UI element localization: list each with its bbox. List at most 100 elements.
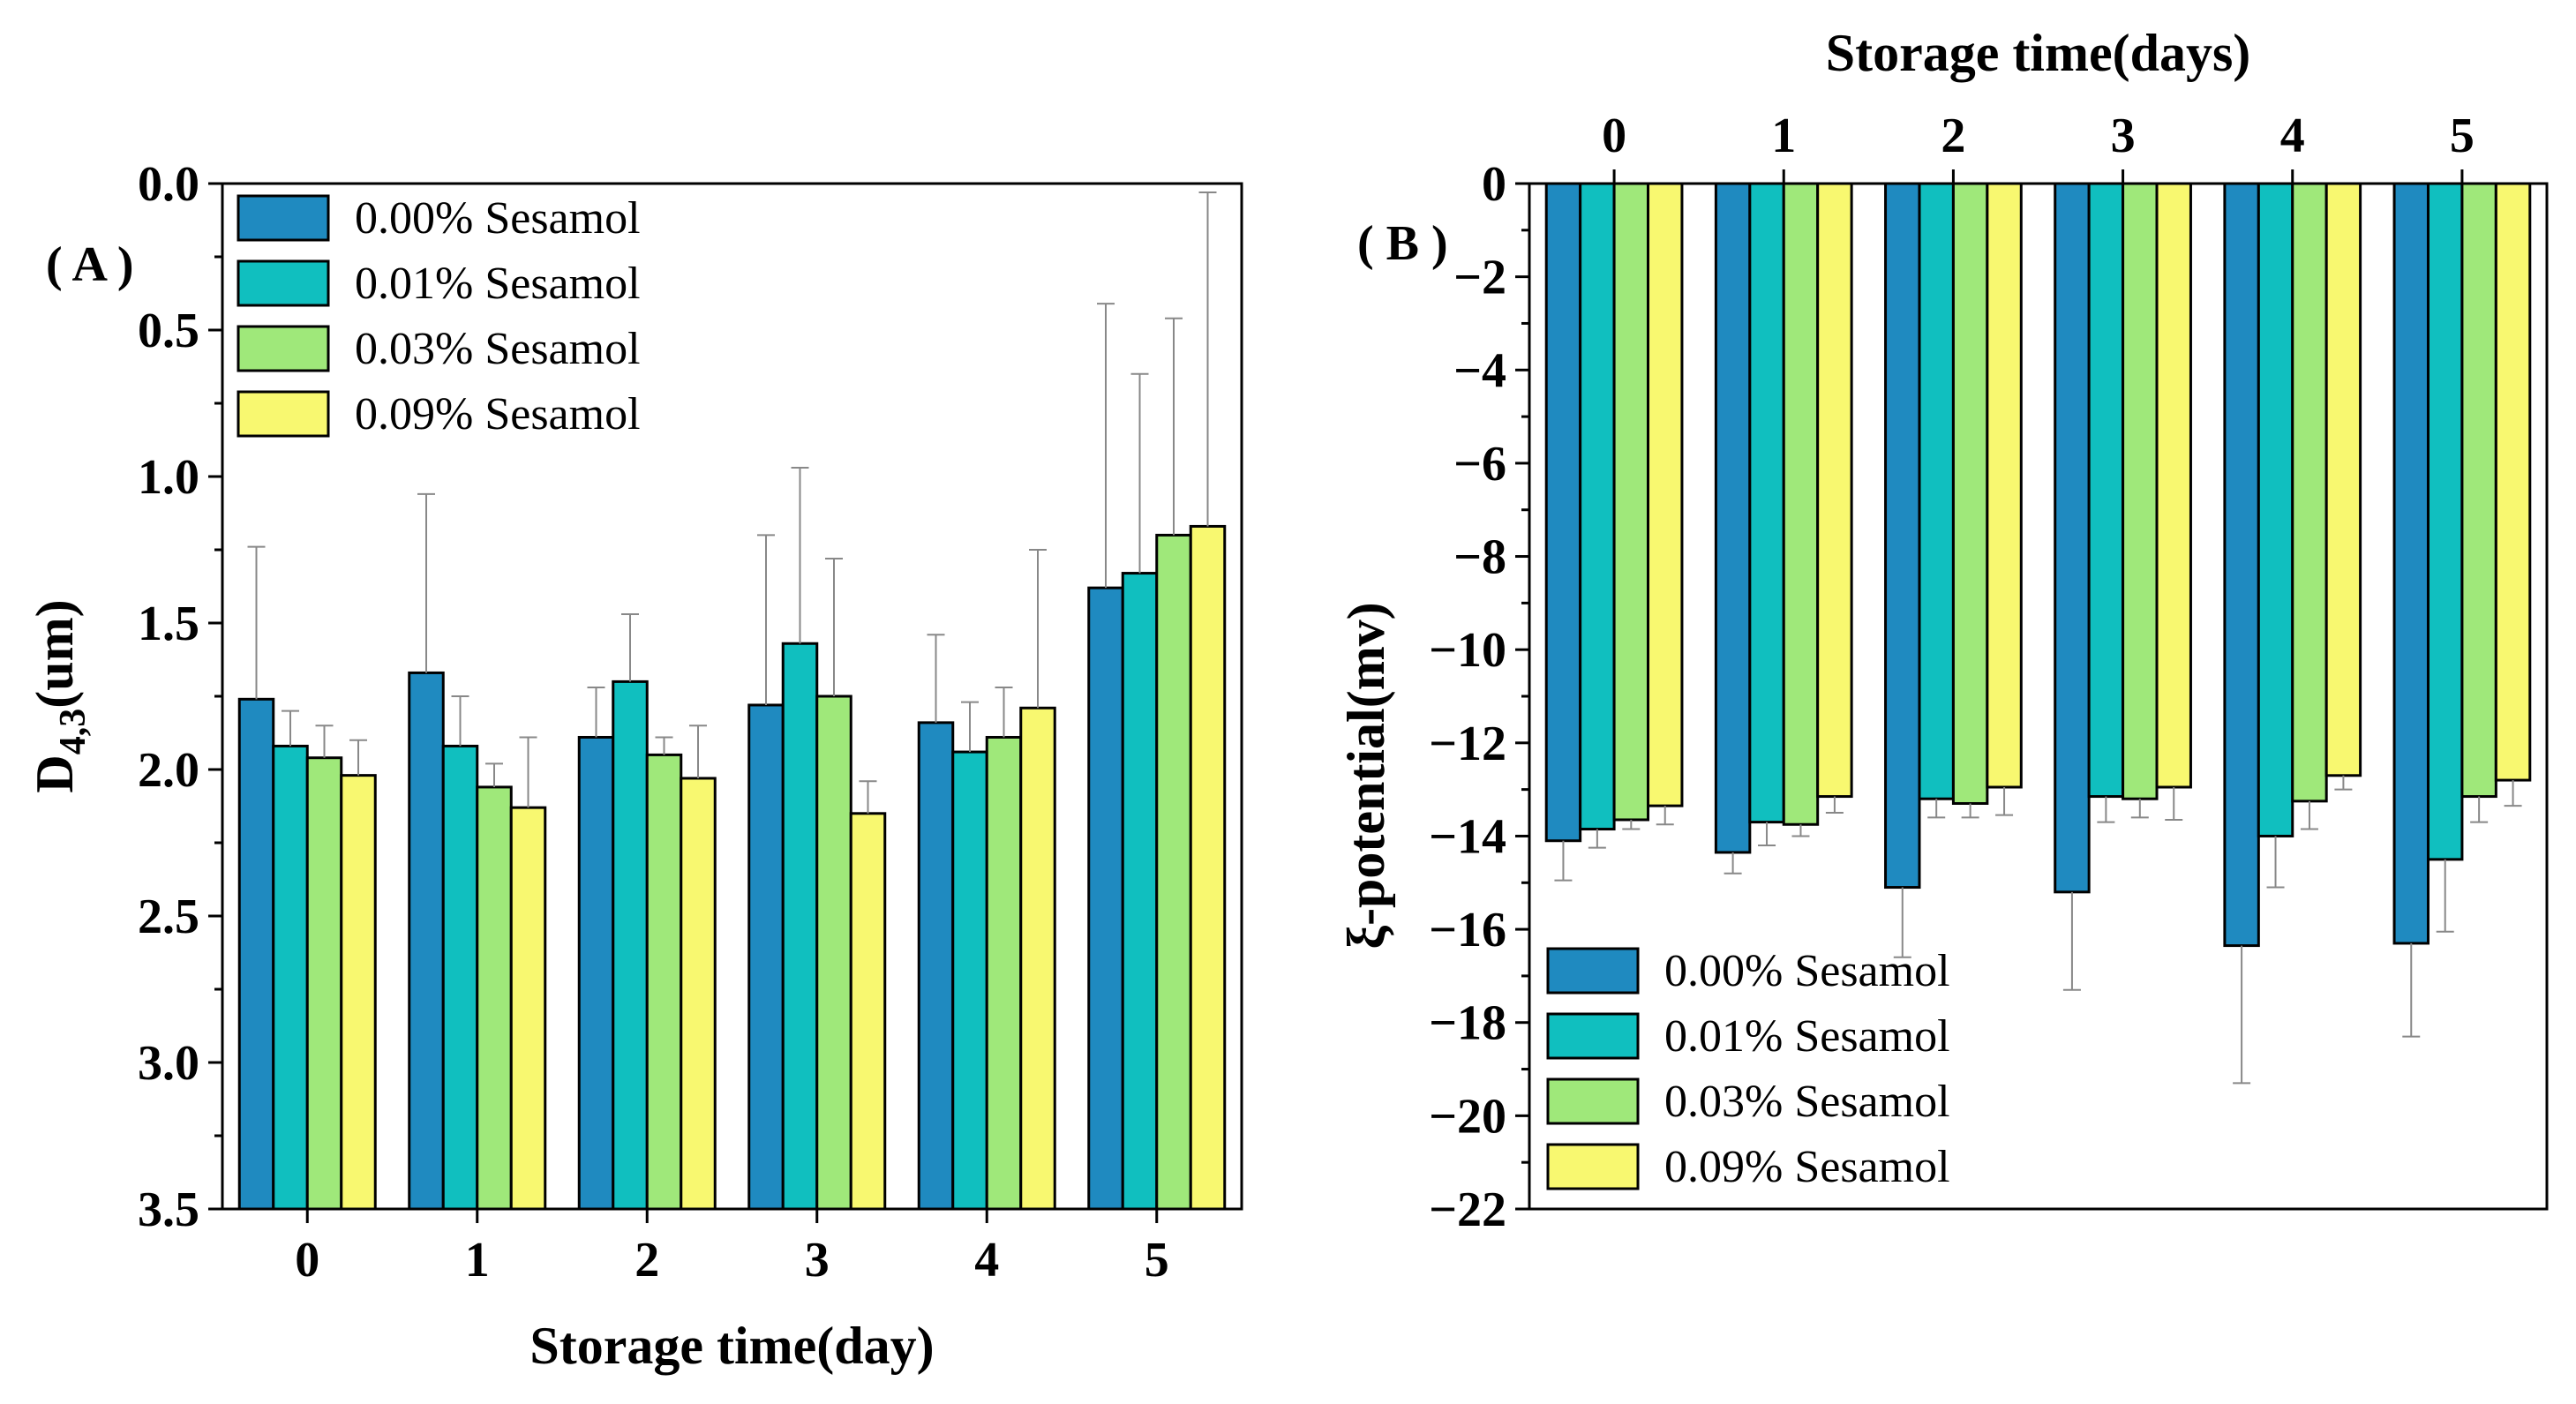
panel-label: ( B ) <box>1357 216 1448 271</box>
bar-0-03-sesamol-day-3 <box>2122 182 2159 800</box>
bar-0-01-sesamol-day-2 <box>612 679 649 1211</box>
y-tick-label: 1.0 <box>138 450 199 505</box>
x-tick-label: 2 <box>635 1233 659 1288</box>
legend-label: 0.09% Sesamol <box>355 389 641 439</box>
bar-0-01-sesamol-day-4 <box>951 750 988 1211</box>
legend-label: 0.00% Sesamol <box>1664 946 1950 996</box>
chart-b-zeta-potential: 0 −2 −4 −6 −8 −10 −12 −14 −16 −18 −20 −22 0 1 2 3 4 5 0.00… <box>1337 24 2549 1237</box>
legend-swatch <box>237 194 330 242</box>
bar-0-00-sesamol-day-1 <box>408 671 445 1211</box>
x-tick-label: 2 <box>1941 109 1965 163</box>
y-tick-label: 2.0 <box>138 743 199 798</box>
bar-0-00-sesamol-day-0 <box>237 697 275 1211</box>
bar-0-09-sesamol-day-5 <box>1189 524 1227 1211</box>
bar-0-09-sesamol-day-1 <box>509 806 547 1211</box>
bar-0-01-sesamol-day-1 <box>441 744 479 1211</box>
bar-0-09-sesamol-day-0 <box>1647 182 1684 807</box>
y-tick-label: −8 <box>1453 530 1506 585</box>
y-tick-label: 3.0 <box>138 1036 199 1091</box>
y-tick-label: −18 <box>1429 996 1506 1051</box>
legend-swatch <box>237 325 330 372</box>
legend-swatch <box>237 390 330 438</box>
bar-0-03-sesamol-day-3 <box>815 694 852 1211</box>
y-tick-label: −12 <box>1429 717 1506 771</box>
legend-swatch <box>1546 947 1640 995</box>
bar-0-00-sesamol-day-3 <box>747 703 785 1211</box>
y-tick-label: −20 <box>1429 1089 1506 1144</box>
legend-swatch <box>237 259 330 307</box>
bar-0-03-sesamol-day-0 <box>1612 182 1650 822</box>
bar-0-01-sesamol-day-0 <box>272 744 309 1211</box>
bar-0-09-sesamol-day-2 <box>1986 182 2023 789</box>
bar-0-09-sesamol-day-4 <box>1019 706 1056 1211</box>
bar-0-09-sesamol-day-5 <box>2494 182 2532 782</box>
bar-0-09-sesamol-day-3 <box>2155 182 2192 789</box>
bar-0-03-sesamol-day-0 <box>305 756 343 1211</box>
bar-0-09-sesamol-day-2 <box>680 777 717 1211</box>
bar-0-03-sesamol-day-4 <box>2291 182 2328 803</box>
bar-0-01-sesamol-day-1 <box>1748 182 1785 824</box>
x-tick-label: 0 <box>1602 109 1626 163</box>
bar-0-01-sesamol-day-0 <box>1579 182 1616 831</box>
y-tick-label: −16 <box>1429 903 1506 957</box>
x-tick-label: 5 <box>1145 1233 1169 1288</box>
legend-swatch <box>1546 1012 1640 1060</box>
bar-0-01-sesamol-day-5 <box>2426 182 2464 861</box>
x-tick-label: 1 <box>465 1233 490 1288</box>
bar-0-01-sesamol-day-2 <box>1918 182 1955 800</box>
x-tick-label: 3 <box>2111 109 2136 163</box>
x-tick-label: 3 <box>805 1233 830 1288</box>
x-tick-label: 4 <box>974 1233 999 1288</box>
y-axis-title-main: D <box>26 755 84 792</box>
x-tick-label: 0 <box>295 1233 319 1288</box>
bar-0-03-sesamol-day-1 <box>476 785 513 1211</box>
x-tick-label: 1 <box>1771 109 1796 163</box>
legend-label: 0.01% Sesamol <box>355 259 641 309</box>
y-tick-label: 3.5 <box>138 1183 199 1237</box>
y-axis-title-unit: (um) <box>26 599 84 708</box>
bar-0-00-sesamol-day-3 <box>2054 182 2091 894</box>
y-tick-label: 0 <box>1482 157 1506 212</box>
y-axis-title: ξ-potential(mv) <box>1337 602 1395 949</box>
legend-label: 0.03% Sesamol <box>355 324 641 374</box>
y-tick-label: −22 <box>1429 1183 1506 1237</box>
bar-0-03-sesamol-day-2 <box>1951 182 1989 805</box>
bar-0-03-sesamol-day-4 <box>985 735 1023 1211</box>
y-axis-title-subscript: 4,3 <box>53 709 94 755</box>
bar-0-00-sesamol-day-1 <box>1714 182 1752 854</box>
bar-0-03-sesamol-day-2 <box>645 753 683 1211</box>
legend-label: 0.00% Sesamol <box>355 193 641 244</box>
bar-0-03-sesamol-day-5 <box>1155 533 1192 1211</box>
bar-0-00-sesamol-day-0 <box>1544 182 1582 843</box>
bar-0-00-sesamol-day-2 <box>1884 182 1921 890</box>
bar-0-01-sesamol-day-4 <box>2257 182 2294 837</box>
bar-0-00-sesamol-day-5 <box>1087 586 1124 1211</box>
x-tick-label: 5 <box>2450 109 2475 163</box>
bar-0-09-sesamol-day-1 <box>1816 182 1853 799</box>
legend-label: 0.03% Sesamol <box>1664 1077 1950 1127</box>
bar-0-03-sesamol-day-5 <box>2460 182 2497 799</box>
x-tick-label: 4 <box>2280 109 2305 163</box>
legend-swatch <box>1546 1143 1640 1190</box>
y-tick-label: −10 <box>1429 623 1506 678</box>
y-tick-label: 2.5 <box>138 890 199 944</box>
bar-0-00-sesamol-day-2 <box>577 735 615 1211</box>
bar-0-01-sesamol-day-5 <box>1121 572 1159 1211</box>
y-axis-title: D4,3(um) <box>26 599 94 792</box>
y-tick-label: −6 <box>1453 437 1506 492</box>
legend-swatch <box>1546 1077 1640 1125</box>
y-tick-label: 1.5 <box>138 597 199 651</box>
y-tick-label: −2 <box>1453 251 1506 305</box>
legend-label: 0.01% Sesamol <box>1664 1011 1950 1062</box>
y-tick-label: −14 <box>1429 809 1506 864</box>
chart-a-d43: 0.0 0.5 1.0 1.5 2.0 2.5 3.0 3.5 0 1 2 3 4 5 0.00% Sesa… <box>26 157 1243 1375</box>
y-tick-label: 0.5 <box>138 304 199 358</box>
bar-0-00-sesamol-day-5 <box>2392 182 2430 945</box>
legend-label: 0.09% Sesamol <box>1664 1142 1950 1192</box>
bar-0-01-sesamol-day-3 <box>2087 182 2125 799</box>
y-tick-label: 0.0 <box>138 157 199 212</box>
y-tick-label: −4 <box>1453 343 1506 398</box>
bar-0-00-sesamol-day-4 <box>917 721 955 1211</box>
x-axis-title: Storage time(day) <box>529 1317 934 1375</box>
